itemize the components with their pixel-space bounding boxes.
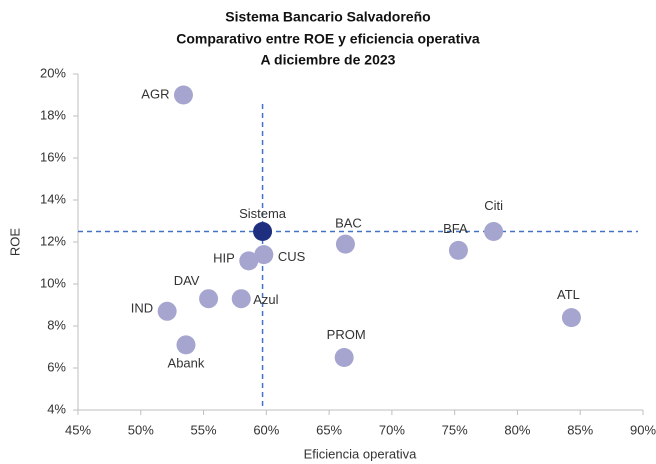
point-label: PROM (327, 327, 366, 342)
point (176, 335, 196, 355)
x-tick-label: 80% (504, 422, 530, 437)
point-label: CUS (278, 249, 306, 264)
x-tick-label: 50% (128, 422, 154, 437)
y-tick-label: 20% (40, 65, 66, 80)
point (484, 222, 504, 241)
point-label: Citi (484, 198, 503, 213)
chart-title: Comparativo entre ROE y eficiencia opera… (176, 31, 480, 47)
point-label: IND (131, 301, 153, 316)
point (239, 251, 259, 271)
point (334, 348, 354, 367)
y-tick-label: 12% (40, 233, 66, 248)
y-tick-label: 4% (47, 401, 66, 416)
point (335, 234, 355, 254)
point (448, 240, 468, 260)
x-tick-label: 70% (379, 422, 405, 437)
y-tick-label: 8% (47, 317, 66, 332)
point-label: BFA (443, 221, 468, 236)
x-tick-label: 75% (442, 422, 468, 437)
chart-title: A diciembre de 2023 (261, 52, 396, 68)
point (199, 289, 219, 309)
y-tick-label: 6% (47, 359, 66, 374)
y-tick-label: 16% (40, 149, 66, 164)
x-tick-label: 45% (65, 422, 91, 437)
x-tick-label: 85% (567, 422, 593, 437)
y-axis-label: ROE (7, 228, 22, 257)
x-tick-label: 65% (316, 422, 342, 437)
point (231, 289, 251, 309)
point (253, 222, 273, 241)
point-label: DAV (174, 273, 200, 288)
point (561, 308, 581, 328)
point-label: Azul (253, 292, 278, 307)
x-tick-label: 55% (191, 422, 217, 437)
y-tick-label: 18% (40, 107, 66, 122)
x-tick-label: 90% (630, 422, 656, 437)
point (157, 301, 177, 321)
point-label: BAC (335, 216, 362, 231)
point-label: Abank (168, 355, 205, 370)
point-label: ATL (557, 287, 580, 302)
point-label: AGR (141, 86, 169, 101)
x-axis-label: Eficiencia operativa (304, 446, 417, 461)
x-tick-label: 60% (253, 422, 279, 437)
point (254, 245, 274, 265)
point-label: Sistema (239, 206, 287, 221)
point (173, 85, 193, 105)
y-tick-label: 14% (40, 191, 66, 206)
chart-title: Sistema Bancario Salvadoreño (225, 9, 430, 25)
point-label: HIP (213, 250, 235, 265)
y-tick-label: 10% (40, 275, 66, 290)
